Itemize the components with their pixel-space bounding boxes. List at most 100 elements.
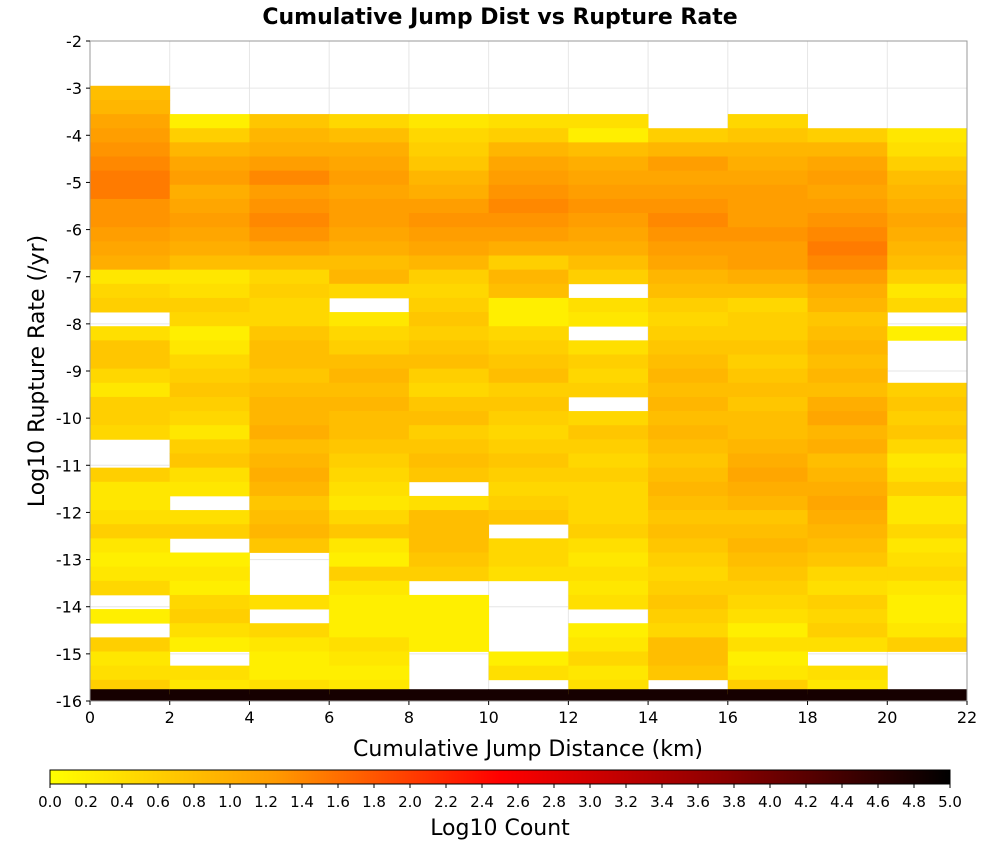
heatmap-cell bbox=[329, 524, 410, 539]
heatmap-cell bbox=[90, 269, 171, 285]
colorbar-tick-label: 4.4 bbox=[830, 793, 854, 811]
colorbar-tick-label: 0.4 bbox=[110, 793, 134, 811]
colorbar-tick-label: 2.0 bbox=[398, 793, 422, 811]
heatmap-cell bbox=[807, 297, 888, 313]
heatmap-cell bbox=[568, 368, 649, 384]
heatmap-cell bbox=[169, 312, 250, 327]
heatmap-cell bbox=[887, 425, 968, 440]
heatmap-cell bbox=[648, 439, 729, 454]
heatmap-cell bbox=[568, 227, 649, 242]
heatmap-cell bbox=[488, 396, 569, 412]
heatmap-cell bbox=[329, 439, 410, 454]
heatmap-cell bbox=[329, 142, 410, 157]
heatmap-cell bbox=[727, 524, 808, 539]
heatmap-cell bbox=[329, 510, 410, 525]
heatmap-cell bbox=[488, 184, 569, 200]
heatmap-cell bbox=[568, 453, 649, 469]
colorbar-tick-label: 4.8 bbox=[902, 793, 926, 811]
heatmap-cell bbox=[727, 439, 808, 454]
heatmap-cell bbox=[249, 524, 330, 539]
heatmap-cell bbox=[249, 128, 330, 143]
heatmap-cell bbox=[169, 396, 250, 412]
heatmap-cell bbox=[887, 609, 968, 624]
heatmap-cell bbox=[169, 340, 250, 355]
heatmap-cell bbox=[169, 269, 250, 285]
heatmap-cell bbox=[807, 439, 888, 454]
colorbar bbox=[49, 769, 951, 785]
heatmap-cell bbox=[169, 411, 250, 426]
heatmap-cell bbox=[568, 637, 649, 652]
heatmap-cell bbox=[169, 114, 250, 129]
heatmap-cell bbox=[488, 481, 569, 497]
heatmap-cell bbox=[727, 283, 808, 299]
heatmap-cell bbox=[249, 510, 330, 525]
heatmap-cell bbox=[568, 623, 649, 638]
x-tick-label: 16 bbox=[718, 708, 738, 727]
heatmap-cell bbox=[169, 609, 250, 624]
heatmap-cell bbox=[648, 368, 729, 384]
heatmap-cell bbox=[249, 439, 330, 454]
x-tick-label: 2 bbox=[165, 708, 175, 727]
colorbar-tick-label: 2.8 bbox=[542, 793, 566, 811]
heatmap-cell bbox=[169, 213, 250, 228]
heatmap-cell bbox=[90, 354, 171, 370]
heatmap-cell bbox=[249, 651, 330, 667]
y-tick-label: -5 bbox=[66, 173, 82, 192]
colorbar-tick-label: 4.6 bbox=[866, 793, 890, 811]
heatmap-cell bbox=[887, 283, 968, 299]
heatmap-cell bbox=[90, 651, 171, 667]
heatmap-cell bbox=[90, 425, 171, 440]
colorbar-tick-label: 4.2 bbox=[794, 793, 818, 811]
x-axis-label: Cumulative Jump Distance (km) bbox=[353, 737, 703, 762]
heatmap-cell bbox=[90, 114, 171, 129]
heatmap-cell bbox=[727, 453, 808, 469]
colorbar-tick-label: 3.2 bbox=[614, 793, 638, 811]
heatmap-cell bbox=[408, 439, 490, 454]
heatmap-cell bbox=[568, 651, 649, 667]
heatmap-cell bbox=[488, 665, 569, 681]
heatmap-cell bbox=[727, 368, 808, 384]
heatmap-cell bbox=[488, 297, 569, 313]
colorbar-tick-label: 0.0 bbox=[38, 793, 62, 811]
heatmap-cell bbox=[249, 411, 330, 426]
heatmap-cell bbox=[408, 128, 490, 143]
heatmap-cell bbox=[727, 269, 808, 285]
heatmap-cell bbox=[249, 241, 330, 256]
heatmap-cell bbox=[488, 156, 569, 172]
heatmap-cell bbox=[329, 594, 410, 610]
heatmap-cell bbox=[329, 227, 410, 242]
heatmap-cell bbox=[648, 411, 729, 426]
heatmap-cell bbox=[727, 495, 808, 511]
heatmap-cell bbox=[408, 566, 490, 582]
heatmap-cell bbox=[488, 326, 569, 341]
heatmap-cell bbox=[807, 198, 888, 214]
heatmap-cell bbox=[648, 340, 729, 355]
heatmap-cell bbox=[249, 326, 330, 341]
heatmap-cell bbox=[807, 255, 888, 271]
heatmap-cell bbox=[887, 269, 968, 285]
heatmap-cell bbox=[329, 580, 410, 596]
heatmap-cell bbox=[90, 184, 171, 200]
heatmap-cell bbox=[329, 255, 410, 271]
heatmap-cell bbox=[488, 510, 569, 525]
heatmap-cell bbox=[887, 128, 968, 143]
heatmap-cell bbox=[169, 594, 250, 610]
heatmap-cell bbox=[408, 198, 490, 214]
heatmap-cell bbox=[887, 524, 968, 539]
heatmap-cell bbox=[887, 411, 968, 426]
heatmap-cell bbox=[568, 566, 649, 582]
heatmap-cell bbox=[408, 689, 490, 702]
heatmap-cell bbox=[887, 510, 968, 525]
heatmap-cell bbox=[408, 609, 490, 624]
heatmap-cell bbox=[807, 368, 888, 384]
heatmap-cell bbox=[648, 495, 729, 511]
heatmap-cell bbox=[807, 467, 888, 483]
heatmap-cell bbox=[169, 637, 250, 652]
heatmap-cell bbox=[568, 439, 649, 454]
heatmap-cell bbox=[887, 382, 968, 398]
heatmap-cell bbox=[249, 382, 330, 398]
x-tick-label: 4 bbox=[244, 708, 254, 727]
heatmap-cell bbox=[169, 170, 250, 186]
heatmap-cell bbox=[90, 340, 171, 355]
